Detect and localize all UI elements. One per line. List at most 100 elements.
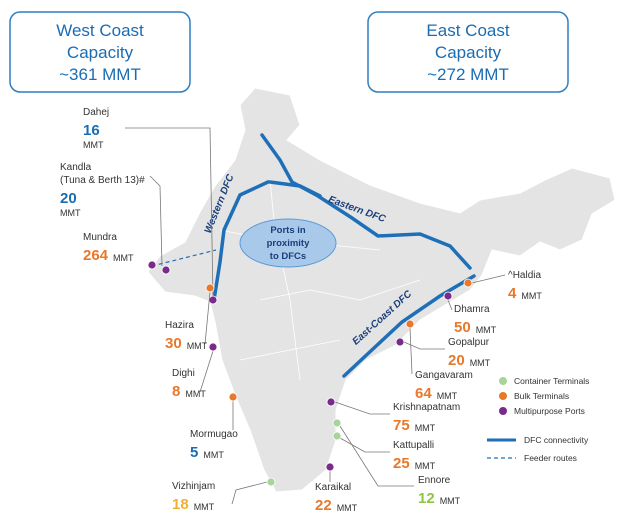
port-name: Kandla — [60, 162, 92, 173]
eastern-dfc-branch — [268, 180, 322, 198]
port-capacity: 22 — [315, 497, 332, 514]
port-capacity: 12 — [418, 490, 435, 507]
port-capacity: 75 — [393, 417, 410, 434]
leader-line — [204, 291, 211, 345]
box-value: ~272 MMT — [427, 65, 509, 84]
box-subtitle: Capacity — [67, 43, 134, 62]
port-capacity: 16 — [83, 122, 100, 139]
port-name: Mormugao — [190, 429, 238, 440]
port-dot — [325, 462, 335, 472]
port-name: ^Haldia — [508, 270, 541, 281]
port-capacity: 5 — [190, 444, 198, 461]
port-dot — [147, 260, 157, 270]
port-name: Ennore — [418, 475, 451, 486]
leader-line — [125, 127, 214, 299]
leader-line — [409, 327, 413, 375]
port-name: Mundra — [83, 232, 117, 243]
port-unit: MMT — [415, 461, 436, 471]
port-capacity: 20 — [60, 190, 77, 207]
box-subtitle: Capacity — [435, 43, 502, 62]
western-dfc-line — [212, 180, 270, 302]
port-dot — [161, 265, 171, 275]
port-unit: MMT — [415, 423, 436, 433]
leader-line — [339, 425, 414, 487]
port-capacity: 4 — [508, 285, 517, 302]
legend-dot — [499, 407, 507, 415]
port-name: Vizhinjam — [172, 481, 215, 492]
port-dot — [208, 295, 218, 305]
east-coast-dfc-line — [342, 274, 476, 378]
legend-dot — [499, 377, 507, 385]
legend-label: DFC connectivity — [524, 435, 589, 445]
port-unit: MMT — [521, 291, 542, 301]
center-label: Ports in — [270, 225, 306, 236]
port-unit: MMT — [83, 140, 104, 150]
legend-label: Multipurpose Ports — [514, 406, 585, 416]
legend: Container Terminals Bulk Terminals Multipu… — [487, 376, 589, 463]
leader-line — [149, 175, 163, 267]
leader-line — [339, 437, 390, 453]
leader-line — [471, 274, 506, 284]
port-dot — [463, 278, 473, 288]
box-value: ~361 MMT — [59, 65, 141, 84]
box-title: West Coast — [56, 21, 144, 40]
port-unit: MMT — [440, 496, 461, 506]
port-unit: MMT — [194, 502, 215, 512]
eastern-dfc-line — [260, 133, 472, 270]
port-capacity: 25 — [393, 455, 410, 472]
port-unit: MMT — [476, 325, 497, 335]
leader-line — [447, 299, 453, 311]
port-capacity: 20 — [448, 352, 465, 369]
port-dot — [395, 337, 405, 347]
leader-line — [199, 350, 214, 393]
legend-label: Container Terminals — [514, 376, 589, 386]
port-dot — [266, 477, 276, 487]
port-name: Dighi — [172, 368, 195, 379]
port-dot — [228, 392, 238, 402]
center-label: proximity — [267, 238, 310, 249]
port-dot — [405, 319, 415, 329]
port-name: Gopalpur — [448, 337, 490, 348]
port-capacity: 8 — [172, 383, 180, 400]
coast-boxes: West Coast Capacity ~361 MMT East Coast … — [9, 11, 569, 93]
port-dot — [205, 283, 215, 293]
leader-line — [403, 341, 445, 350]
port-name: Krishnapatnam — [393, 402, 460, 413]
port-name: Kattupalli — [393, 440, 434, 451]
west-box — [9, 11, 191, 93]
port-unit: MMT — [470, 358, 491, 368]
center-label: to DFCs — [270, 251, 306, 262]
port-unit: MMT — [203, 450, 224, 460]
port-unit: MMT — [337, 503, 358, 513]
feeder-route — [151, 249, 217, 267]
port-unit: MMT — [113, 253, 134, 263]
port-name: Dahej — [83, 107, 109, 118]
port-capacity: 30 — [165, 335, 182, 352]
port-name: Hazira — [165, 320, 194, 331]
port-capacity: 264 — [83, 247, 109, 264]
leader-line — [231, 481, 268, 505]
port-unit: MMT — [437, 391, 458, 401]
port-capacity: 50 — [454, 319, 471, 336]
port-capacity: 18 — [172, 496, 189, 513]
port-name: Gangavaram — [415, 370, 473, 381]
legend-dot — [499, 392, 507, 400]
port-dot — [332, 418, 342, 428]
port-note: (Tuna & Berth 13)# — [60, 175, 145, 186]
port-capacity: 64 — [415, 385, 432, 402]
center-ellipse — [239, 218, 337, 268]
leader-line — [334, 401, 390, 415]
port-name: Karaikal — [315, 482, 351, 493]
east-box — [367, 11, 569, 93]
legend-label: Feeder routes — [524, 453, 577, 463]
port-name: Dhamra — [454, 304, 490, 315]
port-dot — [443, 291, 453, 301]
legend-label: Bulk Terminals — [514, 391, 569, 401]
port-dot — [332, 431, 342, 441]
port-unit: MMT — [60, 208, 81, 218]
port-dot — [208, 342, 218, 352]
port-dot — [326, 397, 336, 407]
port-unit: MMT — [185, 389, 206, 399]
